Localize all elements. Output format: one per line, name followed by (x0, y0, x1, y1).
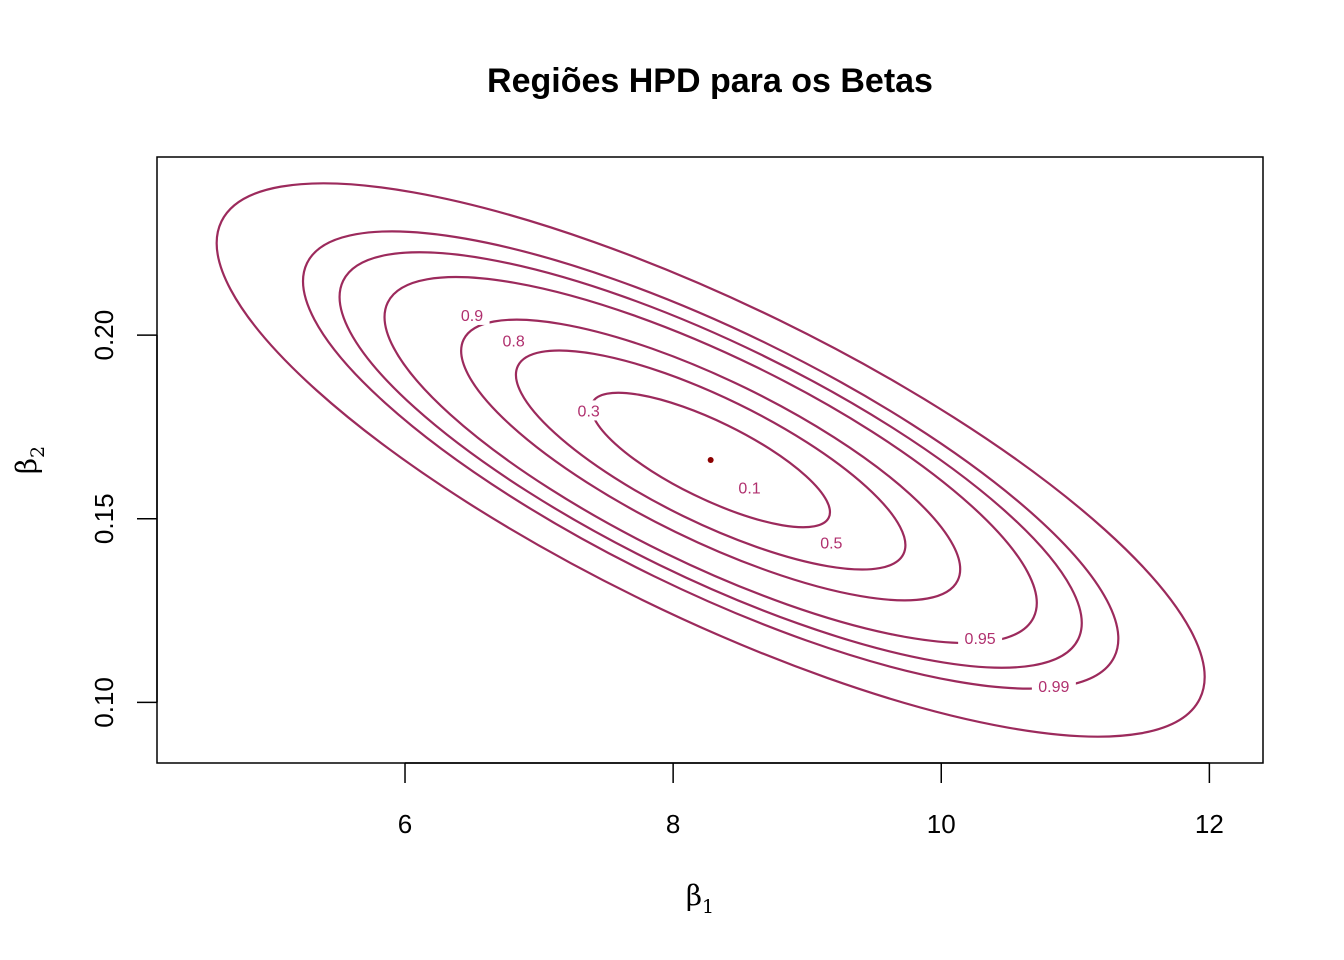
contour-label-0.1: 0.1 (738, 481, 760, 498)
x-axis: 6 8 10 12 (398, 762, 1224, 839)
contour-labels: 0.1 0.3 0.5 0.8 0.9 0.95 0.99 (454, 304, 1076, 696)
contour-label-bg (732, 477, 768, 498)
contour-label-0.95: 0.95 (965, 631, 996, 648)
contour-label-0.8: 0.8 (502, 334, 524, 351)
contour-label-0.99: 0.99 (1038, 679, 1069, 696)
contour-0.99 (215, 182, 1206, 738)
contour-0.5 (460, 318, 962, 602)
x-axis-label: β1 (686, 879, 714, 918)
contour-0.9 (338, 251, 1083, 669)
y-tick-label: 0.15 (89, 493, 119, 544)
contour-label-bg (454, 304, 490, 325)
contour-label-bg (571, 400, 607, 421)
contour-label-0.3: 0.3 (578, 403, 600, 420)
y-axis: 0.10 0.15 0.20 (89, 310, 158, 728)
contour-label-bg (813, 532, 849, 553)
y-axis-label-subscript: 2 (27, 446, 49, 458)
contour-0.3 (514, 349, 907, 571)
y-axis-label-symbol: β (10, 458, 43, 474)
contour-label-bg (958, 628, 1003, 649)
x-tick-label: 10 (927, 809, 956, 839)
contour-label-0.5: 0.5 (820, 536, 842, 553)
x-axis-label-symbol: β (686, 879, 702, 912)
contour-label-bg (1031, 675, 1076, 696)
y-tick-label: 0.10 (89, 677, 119, 728)
contour-0.8 (383, 275, 1038, 645)
x-tick-label: 8 (666, 809, 680, 839)
posterior-mode-point (707, 457, 714, 463)
contour-label-0.9: 0.9 (461, 308, 483, 325)
contour-label-bg (496, 330, 532, 351)
contour-lines (215, 182, 1206, 738)
chart-title: Regiões HPD para os Betas (487, 62, 933, 100)
x-tick-label: 6 (398, 809, 412, 839)
x-axis-label-subscript: 1 (702, 896, 714, 918)
y-tick-label: 0.20 (89, 310, 119, 361)
x-tick-label: 12 (1195, 809, 1224, 839)
y-axis-label: β2 (10, 446, 49, 474)
contour-0.95 (301, 230, 1120, 690)
